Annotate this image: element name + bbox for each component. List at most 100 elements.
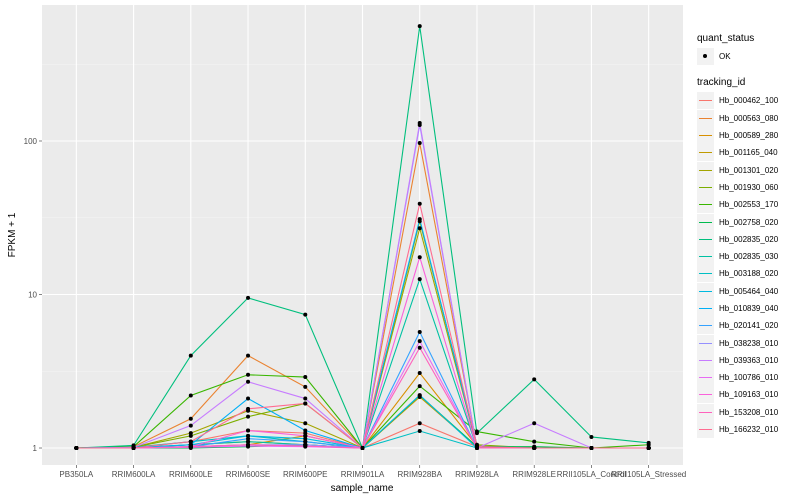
data-point-Hb_000563_080 bbox=[417, 141, 422, 146]
x-tick-label: PB350LA bbox=[59, 470, 93, 479]
data-point-Hb_166232_010 bbox=[188, 439, 193, 444]
data-point-Hb_100786_010 bbox=[417, 339, 422, 344]
data-point-Hb_020141_020 bbox=[417, 329, 422, 334]
data-point-Hb_003188_020 bbox=[417, 429, 422, 434]
line-key-icon bbox=[697, 351, 714, 369]
legend-item-Hb_109163_010: Hb_109163_010 bbox=[697, 386, 779, 404]
data-point-Hb_020141_020 bbox=[246, 436, 251, 441]
point-key-icon bbox=[697, 48, 714, 66]
line-key-icon bbox=[697, 317, 714, 335]
legend-item-Hb_001301_020: Hb_001301_020 bbox=[697, 161, 779, 179]
legend: quant_status OK tracking_id Hb_000462_10… bbox=[697, 33, 779, 439]
line-key-icon bbox=[697, 265, 714, 283]
legend-label: Hb_001930_060 bbox=[719, 182, 779, 192]
x-tick-label: RRIM600LA bbox=[112, 470, 156, 479]
data-point-Hb_002835_020 bbox=[589, 434, 594, 439]
legend-label: Hb_005464_040 bbox=[719, 286, 779, 296]
legend-item-Hb_001930_060: Hb_001930_060 bbox=[697, 178, 779, 196]
data-point-Hb_153208_010 bbox=[303, 444, 308, 449]
legend-label: Hb_166232_010 bbox=[719, 425, 779, 435]
data-point-Hb_002835_020 bbox=[532, 377, 537, 382]
legend-label: Hb_001165_040 bbox=[719, 148, 778, 158]
data-point-Hb_002835_030 bbox=[246, 439, 251, 444]
legend-item-Hb_039363_010: Hb_039363_010 bbox=[697, 351, 778, 369]
legend-label: Hb_000589_280 bbox=[719, 131, 779, 141]
legend-label: Hb_038238_010 bbox=[719, 338, 779, 348]
legend-label: Hb_002835_030 bbox=[719, 252, 779, 262]
x-tick-label: RRII105LA_Control bbox=[557, 470, 627, 479]
legend-title-quant-status: quant_status bbox=[697, 33, 755, 44]
data-point-Hb_001301_020 bbox=[417, 226, 422, 231]
legend-label: Hb_109163_010 bbox=[719, 390, 779, 400]
data-point-Hb_039363_010 bbox=[532, 421, 537, 426]
legend-label: Hb_002835_020 bbox=[719, 234, 779, 244]
line-key-icon bbox=[697, 92, 714, 110]
data-point-Hb_005464_040 bbox=[417, 393, 422, 398]
data-point-Hb_010839_040 bbox=[303, 428, 308, 433]
data-point-Hb_166232_010 bbox=[303, 401, 308, 406]
line-key-icon bbox=[697, 161, 714, 179]
legend-item-Hb_166232_010: Hb_166232_010 bbox=[697, 421, 779, 439]
data-point-Hb_039363_010 bbox=[188, 423, 193, 428]
legend-label: Hb_020141_020 bbox=[719, 321, 779, 331]
data-point-Hb_153208_010 bbox=[417, 345, 422, 350]
data-point-Hb_002553_170 bbox=[417, 384, 422, 389]
legend-item-Hb_003188_020: Hb_003188_020 bbox=[697, 265, 779, 283]
x-axis-title: sample_name bbox=[331, 483, 394, 494]
data-point-Hb_166232_010 bbox=[589, 446, 594, 451]
data-point-Hb_153208_010 bbox=[246, 442, 251, 447]
line-key-icon bbox=[697, 421, 714, 439]
line-key-icon bbox=[697, 403, 714, 421]
line-key-icon bbox=[697, 213, 714, 231]
legend-item-Hb_020141_020: Hb_020141_020 bbox=[697, 317, 779, 335]
legend-item-Hb_153208_010: Hb_153208_010 bbox=[697, 403, 778, 421]
data-point-Hb_002835_020 bbox=[646, 440, 651, 445]
line-key-icon bbox=[697, 282, 714, 300]
x-tick-label: RRII105LA_Stressed bbox=[611, 470, 686, 479]
legend-item-Hb_000462_100: Hb_000462_100 bbox=[697, 92, 779, 110]
y-axis-title: FPKM + 1 bbox=[7, 212, 18, 257]
data-point-Hb_166232_010 bbox=[246, 406, 251, 411]
line-key-icon bbox=[697, 369, 714, 387]
y-tick-label: 10 bbox=[28, 291, 37, 300]
line-key-icon bbox=[697, 230, 714, 248]
data-point-Hb_005464_040 bbox=[303, 436, 308, 441]
x-tick-label: RRIM600LE bbox=[169, 470, 213, 479]
x-tick-label: RRIM928BA bbox=[397, 470, 442, 479]
legend-item-Hb_010839_040: Hb_010839_040 bbox=[697, 300, 778, 317]
data-point-Hb_166232_010 bbox=[646, 446, 651, 451]
line-key-icon bbox=[697, 178, 714, 196]
legend-label: Hb_002758_020 bbox=[719, 217, 779, 227]
legend-label: Hb_000462_100 bbox=[719, 96, 779, 106]
line-key-icon bbox=[697, 109, 714, 127]
data-point-Hb_039363_010 bbox=[303, 396, 308, 401]
data-point-Hb_039363_010 bbox=[417, 120, 422, 125]
y-tick-label: 1 bbox=[33, 444, 38, 453]
data-point-Hb_001301_020 bbox=[303, 421, 308, 426]
legend-item-Hb_038238_010: Hb_038238_010 bbox=[697, 334, 779, 352]
x-tick-label: RRIM928LE bbox=[512, 470, 556, 479]
legend-item-Hb_002553_170: Hb_002553_170 bbox=[697, 196, 778, 214]
legend-label: Hb_003188_020 bbox=[719, 269, 779, 279]
data-point-Hb_166232_010 bbox=[532, 446, 537, 451]
legend-label: Hb_001301_020 bbox=[719, 165, 779, 175]
data-point-Hb_005464_040 bbox=[246, 433, 251, 438]
line-key-icon bbox=[697, 248, 714, 266]
data-point-Hb_010839_040 bbox=[246, 396, 251, 401]
x-tick-label: RRIM901LA bbox=[341, 470, 385, 479]
data-point-Hb_166232_010 bbox=[74, 446, 79, 451]
legend-item-ok: OK bbox=[697, 48, 778, 66]
data-point-Hb_020141_020 bbox=[303, 439, 308, 444]
data-point-Hb_002835_020 bbox=[417, 24, 422, 29]
data-point-Hb_002553_170 bbox=[532, 439, 537, 444]
data-point-Hb_001930_060 bbox=[246, 414, 251, 419]
data-point-Hb_109163_010 bbox=[303, 433, 308, 438]
data-point-Hb_002835_020 bbox=[474, 431, 479, 436]
data-point-Hb_109163_010 bbox=[246, 428, 251, 433]
legend-label: OK bbox=[719, 52, 731, 62]
data-point-Hb_153208_010 bbox=[188, 444, 193, 449]
data-point-Hb_002835_020 bbox=[246, 295, 251, 300]
data-point-Hb_000563_080 bbox=[246, 353, 251, 358]
